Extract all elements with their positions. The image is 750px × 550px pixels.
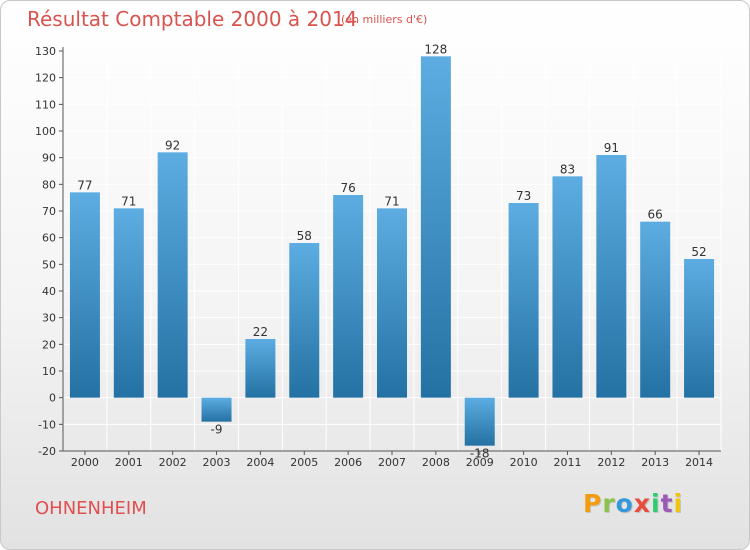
- x-tick-label: 2010: [510, 456, 538, 469]
- y-tick-label: 80: [42, 178, 56, 191]
- axes: -20 -10 0 10 20 30 40 50 60 70 80 90 100 110 120 130 200…: [35, 45, 721, 469]
- data-label: 71: [384, 194, 399, 208]
- bar: [113, 208, 144, 398]
- y-tick-label: 130: [35, 45, 56, 58]
- data-label: 66: [648, 208, 663, 222]
- bar: [201, 397, 232, 422]
- x-tick-label: 2011: [553, 456, 581, 469]
- data-label: 91: [604, 141, 619, 155]
- x-tick-label: 2005: [290, 456, 318, 469]
- bar: [245, 339, 276, 398]
- data-label: 76: [340, 181, 355, 195]
- x-tick-label: 2000: [71, 456, 99, 469]
- y-tick-label: 90: [42, 152, 56, 165]
- x-tick-label: 2002: [159, 456, 187, 469]
- y-tick-label: 40: [42, 285, 56, 298]
- data-label: 128: [424, 42, 447, 56]
- data-label: -9: [211, 423, 223, 437]
- x-tick-label: 2009: [466, 456, 494, 469]
- data-label: 92: [165, 138, 180, 152]
- data-label: 73: [516, 189, 531, 203]
- y-tick-label: 70: [42, 205, 56, 218]
- x-tick-label: 2012: [597, 456, 625, 469]
- bar: [377, 208, 407, 398]
- x-tick-label: 2013: [641, 456, 669, 469]
- y-tick-label: 0: [49, 392, 56, 405]
- data-label: 77: [77, 178, 92, 192]
- chart-title: Résultat Comptable 2000 à 2014: [27, 7, 358, 31]
- commune-name: OHNENHEIM: [35, 498, 147, 519]
- x-tick-label: 2001: [115, 456, 143, 469]
- data-label: 52: [691, 245, 706, 259]
- x-tick-label: 2008: [422, 456, 450, 469]
- bars: [69, 56, 715, 446]
- data-labels: 77 71 92 -9 22 58 76 71 128 -18 73 83 91 66 52: [77, 42, 706, 460]
- y-tick-label: 120: [35, 72, 56, 85]
- bar: [640, 221, 671, 398]
- x-tick-label: 2006: [334, 456, 362, 469]
- data-label: -18: [470, 447, 490, 461]
- y-tick-label: 10: [42, 365, 56, 378]
- data-label: 58: [297, 229, 312, 243]
- bar: [420, 56, 451, 398]
- data-label: 71: [121, 194, 136, 208]
- x-tick-label: 2004: [246, 456, 274, 469]
- x-tick-label: 2007: [378, 456, 406, 469]
- data-label: 22: [253, 325, 268, 339]
- data-label: 83: [560, 162, 575, 176]
- proxiti-logo: Proxiti: [583, 489, 684, 518]
- bar: [508, 203, 539, 398]
- chart-subtitle: (en milliers d'€): [341, 13, 428, 26]
- bar: [464, 397, 495, 446]
- y-tick-label: 110: [35, 98, 56, 111]
- bar: [596, 155, 627, 398]
- y-tick-label: 60: [42, 232, 56, 245]
- bar: [552, 176, 583, 398]
- x-tick-label: 2003: [203, 456, 231, 469]
- bar: [289, 243, 320, 398]
- y-tick-label: -10: [38, 418, 56, 431]
- y-tick-label: 30: [42, 312, 56, 325]
- y-tick-label: 50: [42, 258, 56, 271]
- x-tick-label: 2014: [685, 456, 713, 469]
- bar: [69, 192, 100, 398]
- bar: [333, 195, 364, 398]
- y-tick-label: 20: [42, 338, 56, 351]
- bar: [684, 259, 715, 398]
- y-tick-label: 100: [35, 125, 56, 138]
- bar: [157, 152, 188, 398]
- y-tick-label: -20: [38, 445, 56, 458]
